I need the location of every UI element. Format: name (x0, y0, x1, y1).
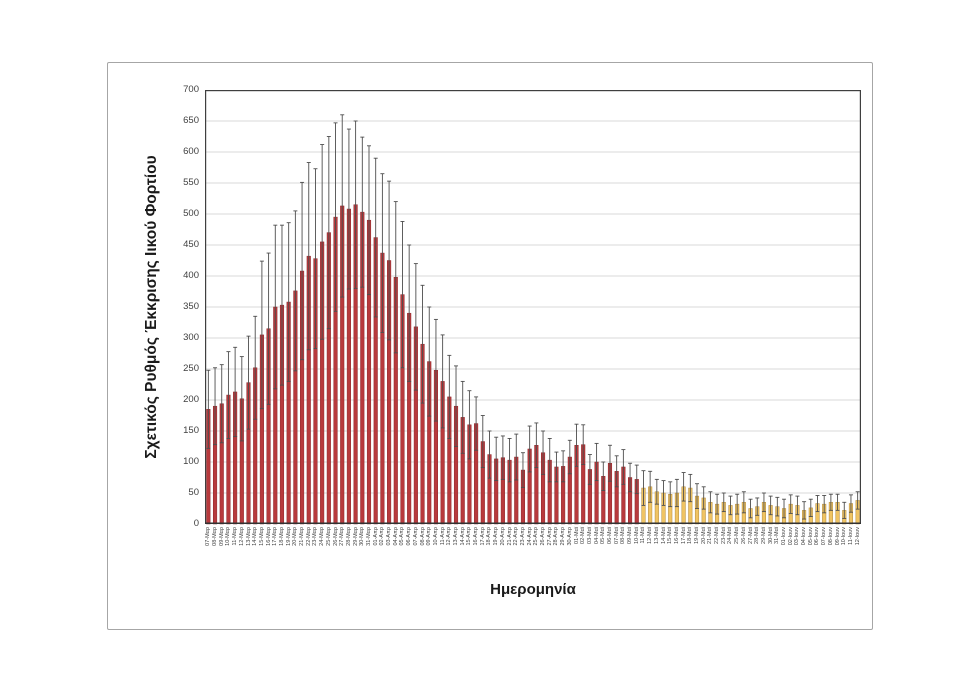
y-tick-label: 150 (183, 425, 199, 436)
y-tick-label: 350 (183, 301, 199, 312)
y-tick-label: 700 (183, 84, 199, 95)
y-tick-label: 600 (183, 146, 199, 157)
y-tick-label: 300 (183, 332, 199, 343)
x-axis-title: Ημερομηνία (490, 581, 576, 598)
bar-chart (205, 90, 861, 525)
y-tick-label: 500 (183, 208, 199, 219)
y-tick-label: 550 (183, 177, 199, 188)
y-tick-label: 200 (183, 394, 199, 405)
y-tick-label: 650 (183, 115, 199, 126)
y-tick-label: 0 (193, 518, 199, 529)
y-axis-title-text: Σχετικός Ρυθμός Έκκρισης Ιικού Φορτίου (143, 155, 160, 459)
y-tick-label: 50 (188, 487, 199, 498)
figure-frame (107, 62, 873, 630)
y-tick-label: 250 (183, 363, 199, 374)
y-tick-label: 100 (183, 456, 199, 467)
y-tick-label: 450 (183, 239, 199, 250)
y-tick-label: 400 (183, 270, 199, 281)
